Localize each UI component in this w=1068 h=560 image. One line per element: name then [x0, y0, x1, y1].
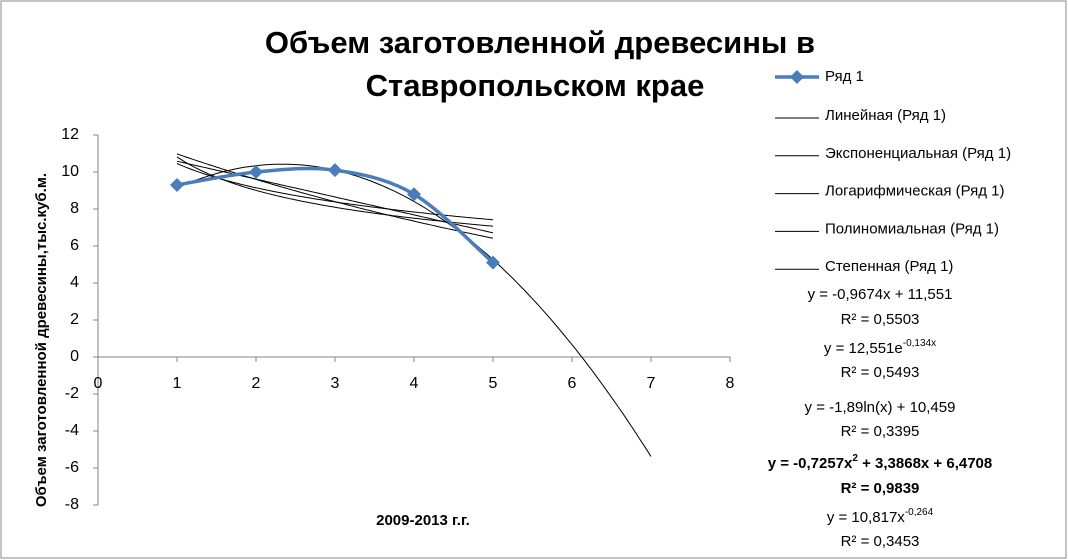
trendline-equation: y = -0,7257x2 + 3,3868x + 6,4708: [768, 453, 993, 472]
y-tick-label: 2: [70, 311, 79, 328]
equation-part: -0,264: [905, 507, 934, 518]
x-tick-label: 5: [489, 375, 498, 392]
data-point: [170, 177, 184, 192]
chart-title: Объем заготовленной древесины в: [265, 25, 815, 60]
legend-label: Полиномиальная (Ряд 1): [825, 220, 999, 237]
trendline-r2: R² = 0,3395: [841, 423, 920, 440]
trendline-r2: R² = 0,3453: [841, 533, 920, 550]
trendline-r2: R² = 0,5503: [841, 311, 920, 328]
x-tick-label: 6: [568, 375, 577, 392]
x-tick-label: 0: [94, 375, 103, 392]
equation-part: y = 10,817x: [827, 509, 905, 526]
x-tick-label: 8: [726, 375, 735, 392]
x-tick-label: 3: [331, 375, 340, 392]
trendline-equation: y = -1,89ln(x) + 10,459: [805, 399, 956, 416]
y-axis-label: Объем заготовленной древесины,тыс.куб.м.: [33, 173, 50, 507]
y-tick-label: 12: [61, 126, 79, 143]
y-tick-label: 4: [70, 274, 79, 291]
y-tick-label: -2: [65, 385, 79, 402]
y-tick-label: 10: [61, 163, 79, 180]
legend-label: Экспоненциальная (Ряд 1): [825, 145, 1011, 162]
trendline-equation: y = 12,551e-0,134x: [824, 338, 936, 357]
x-tick-label: 4: [410, 375, 419, 392]
x-axis-label: 2009-2013 г.г.: [376, 512, 470, 529]
equation-part: + 3,3868x + 6,4708: [858, 455, 992, 472]
data-point: [249, 165, 263, 179]
data-point: [486, 255, 500, 270]
y-tick-label: 6: [70, 237, 79, 254]
equation-part: y = -0,9674x + 11,551: [808, 286, 953, 303]
legend-label: Ряд 1: [825, 68, 864, 85]
data-point: [407, 187, 421, 202]
y-tick-label: 8: [70, 200, 79, 217]
trendline-r2: R² = 0,9839: [841, 480, 920, 497]
y-tick-label: -6: [65, 459, 79, 476]
legend-swatch: [790, 70, 804, 84]
equation-part: 2: [852, 453, 858, 464]
equation-part: y = -1,89ln(x) + 10,459: [805, 399, 956, 416]
trendline: [176, 156, 494, 227]
y-tick-label: -8: [65, 496, 79, 513]
x-tick-label: 1: [173, 375, 182, 392]
equation-part: -0,134x: [903, 338, 936, 349]
x-tick-label: 7: [647, 375, 656, 392]
legend-label: Логарифмическая (Ряд 1): [825, 183, 1005, 200]
y-tick-label: 0: [70, 348, 79, 365]
equation-part: y = 12,551e: [824, 340, 903, 357]
trendline-equation: y = -0,9674x + 11,551: [808, 286, 953, 303]
chart-title: Ставропольском крае: [366, 68, 705, 103]
legend-label: Степенная (Ряд 1): [825, 258, 953, 275]
data-point: [328, 163, 342, 178]
trendline-r2: R² = 0,5493: [841, 364, 920, 381]
y-tick-label: -4: [65, 422, 79, 439]
trendline-equation: y = 10,817x-0,264: [827, 507, 934, 526]
equation-part: y = -0,7257x: [768, 455, 853, 472]
legend-label: Линейная (Ряд 1): [825, 107, 946, 124]
x-tick-label: 2: [252, 375, 261, 392]
